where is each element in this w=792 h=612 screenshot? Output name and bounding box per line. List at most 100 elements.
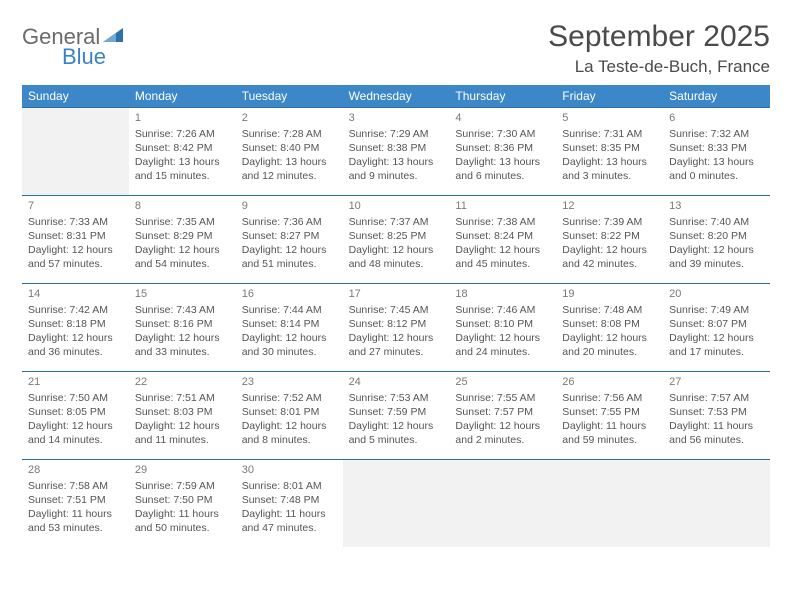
sunset-text: Sunset: 8:07 PM: [669, 317, 764, 331]
sunset-text: Sunset: 8:33 PM: [669, 141, 764, 155]
daylight1-text: Daylight: 12 hours: [242, 243, 337, 257]
daylight2-text: and 59 minutes.: [562, 433, 657, 447]
sunset-text: Sunset: 7:50 PM: [135, 493, 230, 507]
calendar-cell: 28Sunrise: 7:58 AMSunset: 7:51 PMDayligh…: [22, 459, 129, 547]
daylight1-text: Daylight: 11 hours: [242, 507, 337, 521]
daylight2-text: and 39 minutes.: [669, 257, 764, 271]
sunrise-text: Sunrise: 7:29 AM: [349, 127, 444, 141]
calendar-cell: 26Sunrise: 7:56 AMSunset: 7:55 PMDayligh…: [556, 371, 663, 459]
day-number: 9: [242, 199, 337, 214]
calendar-header-row: Sunday Monday Tuesday Wednesday Thursday…: [22, 85, 770, 107]
calendar-cell: 9Sunrise: 7:36 AMSunset: 8:27 PMDaylight…: [236, 195, 343, 283]
calendar-cell: 17Sunrise: 7:45 AMSunset: 8:12 PMDayligh…: [343, 283, 450, 371]
calendar-body: 1Sunrise: 7:26 AMSunset: 8:42 PMDaylight…: [22, 107, 770, 547]
daylight1-text: Daylight: 12 hours: [455, 419, 550, 433]
daylight1-text: Daylight: 12 hours: [28, 331, 123, 345]
daylight1-text: Daylight: 12 hours: [349, 331, 444, 345]
daylight2-text: and 5 minutes.: [349, 433, 444, 447]
daylight1-text: Daylight: 12 hours: [562, 243, 657, 257]
day-number: 1: [135, 111, 230, 126]
daylight2-text: and 20 minutes.: [562, 345, 657, 359]
calendar-cell: [343, 459, 450, 547]
sunset-text: Sunset: 8:01 PM: [242, 405, 337, 419]
daylight1-text: Daylight: 12 hours: [135, 331, 230, 345]
sunrise-text: Sunrise: 7:37 AM: [349, 215, 444, 229]
sunrise-text: Sunrise: 7:46 AM: [455, 303, 550, 317]
sunset-text: Sunset: 8:27 PM: [242, 229, 337, 243]
sunrise-text: Sunrise: 7:36 AM: [242, 215, 337, 229]
sunrise-text: Sunrise: 7:39 AM: [562, 215, 657, 229]
daylight2-text: and 15 minutes.: [135, 169, 230, 183]
sunrise-text: Sunrise: 7:45 AM: [349, 303, 444, 317]
sunrise-text: Sunrise: 7:49 AM: [669, 303, 764, 317]
daylight2-text: and 47 minutes.: [242, 521, 337, 535]
day-number: 25: [455, 375, 550, 390]
logo-triangle-icon: [103, 26, 123, 48]
day-number: 22: [135, 375, 230, 390]
day-number: 10: [349, 199, 444, 214]
day-number: 18: [455, 287, 550, 302]
sunrise-text: Sunrise: 7:52 AM: [242, 391, 337, 405]
calendar-cell: 16Sunrise: 7:44 AMSunset: 8:14 PMDayligh…: [236, 283, 343, 371]
day-number: 27: [669, 375, 764, 390]
daylight2-text: and 14 minutes.: [28, 433, 123, 447]
calendar-cell: 2Sunrise: 7:28 AMSunset: 8:40 PMDaylight…: [236, 107, 343, 195]
day-number: 4: [455, 111, 550, 126]
brand-word-2: Blue: [62, 46, 123, 68]
day-number: 2: [242, 111, 337, 126]
daylight1-text: Daylight: 12 hours: [135, 243, 230, 257]
day-number: 17: [349, 287, 444, 302]
daylight1-text: Daylight: 12 hours: [135, 419, 230, 433]
day-number: 28: [28, 463, 123, 478]
calendar-cell: 18Sunrise: 7:46 AMSunset: 8:10 PMDayligh…: [449, 283, 556, 371]
sunset-text: Sunset: 8:05 PM: [28, 405, 123, 419]
sunrise-text: Sunrise: 7:35 AM: [135, 215, 230, 229]
daylight2-text: and 9 minutes.: [349, 169, 444, 183]
daylight2-text: and 51 minutes.: [242, 257, 337, 271]
day-header-sunday: Sunday: [22, 85, 129, 107]
daylight2-text: and 50 minutes.: [135, 521, 230, 535]
calendar-cell: 13Sunrise: 7:40 AMSunset: 8:20 PMDayligh…: [663, 195, 770, 283]
location-text: La Teste-de-Buch, France: [548, 57, 770, 77]
daylight1-text: Daylight: 12 hours: [242, 419, 337, 433]
daylight2-text: and 54 minutes.: [135, 257, 230, 271]
calendar-cell: 1Sunrise: 7:26 AMSunset: 8:42 PMDaylight…: [129, 107, 236, 195]
calendar-cell: 11Sunrise: 7:38 AMSunset: 8:24 PMDayligh…: [449, 195, 556, 283]
calendar-cell: 4Sunrise: 7:30 AMSunset: 8:36 PMDaylight…: [449, 107, 556, 195]
sunrise-text: Sunrise: 7:42 AM: [28, 303, 123, 317]
daylight2-text: and 30 minutes.: [242, 345, 337, 359]
calendar-cell: 12Sunrise: 7:39 AMSunset: 8:22 PMDayligh…: [556, 195, 663, 283]
sunrise-text: Sunrise: 7:43 AM: [135, 303, 230, 317]
daylight1-text: Daylight: 12 hours: [455, 243, 550, 257]
sunset-text: Sunset: 7:48 PM: [242, 493, 337, 507]
brand-text: General Blue: [22, 26, 123, 68]
daylight1-text: Daylight: 13 hours: [562, 155, 657, 169]
daylight2-text: and 56 minutes.: [669, 433, 764, 447]
brand-logo: General Blue: [22, 26, 123, 68]
sunrise-text: Sunrise: 7:57 AM: [669, 391, 764, 405]
sunrise-text: Sunrise: 7:30 AM: [455, 127, 550, 141]
sunset-text: Sunset: 8:18 PM: [28, 317, 123, 331]
sunrise-text: Sunrise: 7:51 AM: [135, 391, 230, 405]
calendar-cell: [663, 459, 770, 547]
calendar-cell: [22, 107, 129, 195]
daylight2-text: and 3 minutes.: [562, 169, 657, 183]
day-number: 29: [135, 463, 230, 478]
sunrise-text: Sunrise: 7:50 AM: [28, 391, 123, 405]
sunrise-text: Sunrise: 7:53 AM: [349, 391, 444, 405]
day-number: 3: [349, 111, 444, 126]
sunrise-text: Sunrise: 7:38 AM: [455, 215, 550, 229]
sunrise-text: Sunrise: 7:56 AM: [562, 391, 657, 405]
daylight1-text: Daylight: 11 hours: [669, 419, 764, 433]
sunrise-text: Sunrise: 7:44 AM: [242, 303, 337, 317]
sunset-text: Sunset: 8:25 PM: [349, 229, 444, 243]
sunrise-text: Sunrise: 7:59 AM: [135, 479, 230, 493]
sunset-text: Sunset: 8:35 PM: [562, 141, 657, 155]
day-header-wednesday: Wednesday: [343, 85, 450, 107]
daylight2-text: and 24 minutes.: [455, 345, 550, 359]
daylight1-text: Daylight: 12 hours: [349, 419, 444, 433]
day-number: 23: [242, 375, 337, 390]
daylight2-text: and 17 minutes.: [669, 345, 764, 359]
sunset-text: Sunset: 8:10 PM: [455, 317, 550, 331]
sunset-text: Sunset: 8:42 PM: [135, 141, 230, 155]
